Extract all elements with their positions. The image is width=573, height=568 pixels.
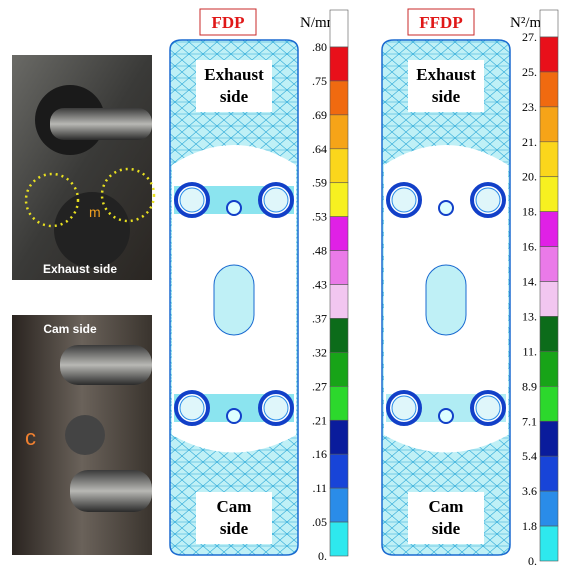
fem-hole-inner	[392, 188, 416, 212]
colorbar-label: .59	[312, 176, 327, 190]
colorbar-label: 16.	[522, 240, 537, 254]
colorbar-swatch	[330, 285, 348, 319]
colorbar-swatch	[540, 142, 558, 177]
fem-hole-inner	[392, 396, 416, 420]
fem-hole-inner	[476, 188, 500, 212]
colorbar-swatch	[540, 37, 558, 72]
colorbar-label: 13.	[522, 309, 537, 323]
colorbar-swatch	[540, 351, 558, 386]
colorbar-label: .27	[312, 379, 327, 393]
colorbar-label: .53	[312, 210, 327, 224]
colorbar-label: .43	[312, 278, 327, 292]
colorbar-swatch	[330, 10, 348, 47]
region-label: Exhaust	[416, 65, 476, 84]
colorbar-label: .16	[312, 447, 327, 461]
region-label: side	[220, 519, 249, 538]
fem-pin	[227, 201, 241, 215]
colorbar-swatch	[330, 352, 348, 386]
colorbar-swatch	[540, 421, 558, 456]
colorbar-label: 5.4	[522, 449, 537, 463]
colorbar-swatch	[330, 81, 348, 115]
fem-pin	[439, 201, 453, 215]
colorbar-label: 20.	[522, 170, 537, 184]
colorbar-label: 3.6	[522, 484, 537, 498]
colorbar-swatch	[330, 217, 348, 251]
colorbar-swatch	[330, 47, 348, 81]
svg-text:m: m	[89, 204, 101, 220]
photo-exhaust: m Exhaust side	[12, 55, 154, 280]
colorbar-swatch	[540, 456, 558, 491]
fem-pin	[227, 409, 241, 423]
colorbar-swatch	[540, 212, 558, 247]
colorbar-label: .64	[312, 142, 327, 156]
colorbar-label: 8.9	[522, 379, 537, 393]
colorbar-label: .05	[312, 515, 327, 529]
region-label: Exhaust	[204, 65, 264, 84]
colorbar-swatch	[540, 386, 558, 421]
colorbar-swatch	[330, 115, 348, 149]
colorbar-swatch	[330, 183, 348, 217]
panel-title: FFDP	[419, 13, 462, 32]
colorbar-label: 27.	[522, 30, 537, 44]
colorbar-swatch	[330, 454, 348, 488]
colorbar-label: 11.	[522, 344, 537, 358]
colorbar-label: 14.	[522, 275, 537, 289]
colorbar-label: .75	[312, 74, 327, 88]
colorbar-swatch	[540, 177, 558, 212]
fem-hole-inner	[180, 396, 204, 420]
region-label: Cam	[429, 497, 464, 516]
region-label: side	[432, 87, 461, 106]
fem-pin	[439, 409, 453, 423]
photo-label: Cam side	[43, 322, 97, 336]
colorbar-swatch	[330, 522, 348, 556]
fem-slot	[426, 265, 466, 335]
colorbar-swatch	[330, 318, 348, 352]
colorbar-label: .80	[312, 40, 327, 54]
figure: m Exhaust side c Cam side Exhaust side Cam…	[0, 0, 573, 568]
colorbar-label: .37	[312, 311, 327, 325]
colorbar-label: 18.	[522, 205, 537, 219]
colorbar-swatch	[330, 488, 348, 522]
colorbar-label: 0.	[318, 549, 327, 563]
region-label: Cam	[217, 497, 252, 516]
colorbar-label: 1.8	[522, 519, 537, 533]
colorbar-swatch	[330, 420, 348, 454]
colorbar-label: 21.	[522, 135, 537, 149]
colorbar-swatch	[540, 316, 558, 351]
fem-hole-inner	[476, 396, 500, 420]
colorbar-swatch	[540, 107, 558, 142]
colorbar-label: 0.	[528, 554, 537, 568]
colorbar-swatch	[540, 491, 558, 526]
fem-slot	[214, 265, 254, 335]
colorbar-label: .11	[312, 481, 327, 495]
colorbar-label: 25.	[522, 65, 537, 79]
fem-hole-inner	[180, 188, 204, 212]
colorbar-swatch	[540, 247, 558, 282]
colorbar-label: .48	[312, 244, 327, 258]
colorbar-label: 7.1	[522, 414, 537, 428]
fem-hole-inner	[264, 188, 288, 212]
colorbar-swatch	[330, 386, 348, 420]
photo-cam: c Cam side	[12, 315, 152, 555]
colorbar-swatch	[540, 282, 558, 317]
photo-label: Exhaust side	[43, 262, 117, 276]
colorbar-label: 23.	[522, 100, 537, 114]
panel-title: FDP	[211, 13, 244, 32]
colorbar-swatch	[330, 149, 348, 183]
region-label: side	[220, 87, 249, 106]
colorbar-swatch	[540, 10, 558, 37]
colorbar-label: .21	[312, 413, 327, 427]
region-label: side	[432, 519, 461, 538]
colorbar-label: .32	[312, 345, 327, 359]
colorbar-swatch	[540, 526, 558, 561]
svg-text:c: c	[25, 425, 36, 450]
colorbar-label: .69	[312, 108, 327, 122]
colorbar-swatch	[330, 251, 348, 285]
colorbar-swatch	[540, 72, 558, 107]
fem-hole-inner	[264, 396, 288, 420]
